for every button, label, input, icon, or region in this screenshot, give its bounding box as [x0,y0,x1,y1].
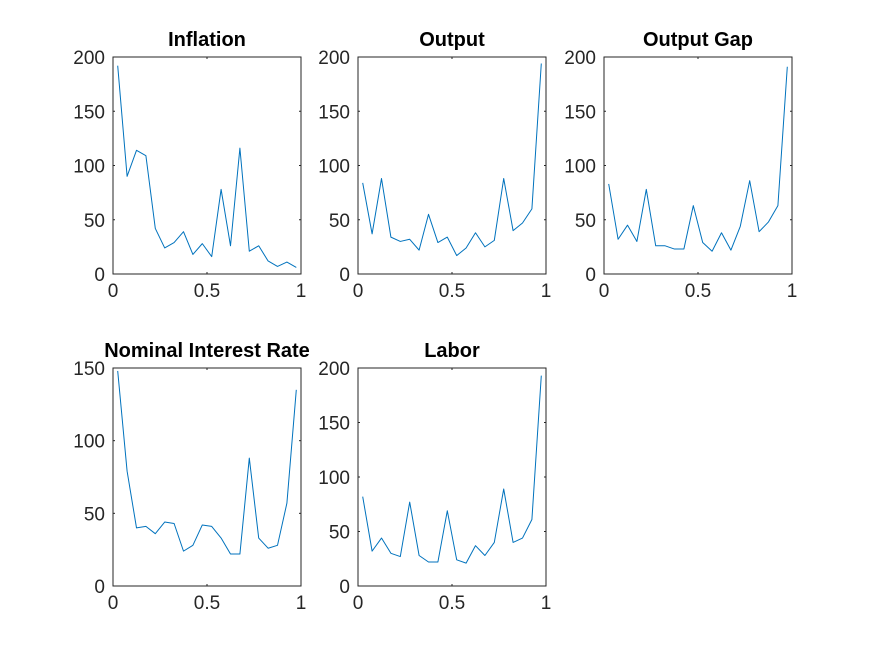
x-tick-label: 0 [108,281,119,302]
x-tick-label: 0.5 [194,281,220,302]
x-tick-label: 0 [353,593,364,614]
x-tick-label: 1 [296,593,307,614]
y-tick-label: 0 [339,577,350,598]
x-tick-label: 0 [108,593,119,614]
x-tick-label: 1 [787,281,798,302]
y-tick-label: 100 [73,432,105,453]
y-tick-label: 0 [339,265,350,286]
series-line [117,370,297,555]
y-tick-label: 50 [575,211,596,232]
y-tick-label: 200 [73,48,105,69]
x-tick-label: 1 [541,593,552,614]
y-tick-label: 150 [73,359,105,380]
y-tick-label: 200 [318,359,350,380]
x-tick-label: 0 [599,281,610,302]
series-line [362,375,542,564]
y-tick-label: 50 [84,211,105,232]
x-tick-label: 0.5 [439,593,465,614]
y-tick-label: 150 [318,414,350,435]
y-tick-label: 150 [318,102,350,123]
series-line [608,66,788,252]
subplot-title: Labor [424,340,480,362]
subplot-5: 0 0.5 1 0 50 100 150 200 Labor [318,340,551,614]
y-tick-label: 100 [564,157,596,178]
y-tick-label: 150 [73,102,105,123]
y-tick-label: 0 [585,265,596,286]
subplot-title: Inflation [168,29,246,51]
y-tick-label: 0 [94,577,105,598]
subplot-1: 0 0.5 1 0 50 100 150 200 Inflation [73,29,306,302]
x-tick-label: 0 [353,281,364,302]
x-tick-label: 0.5 [439,281,465,302]
y-tick-label: 50 [84,504,105,525]
series-line [362,63,542,257]
y-tick-label: 150 [564,102,596,123]
x-tick-label: 0.5 [685,281,711,302]
y-tick-label: 50 [329,523,350,544]
x-tick-label: 0.5 [194,593,220,614]
subplot-title: Output [419,29,485,51]
x-tick-label: 1 [296,281,307,302]
y-tick-label: 200 [318,48,350,69]
subplot-2: 0 0.5 1 0 50 100 150 200 Output [318,29,551,302]
y-tick-label: 100 [73,157,105,178]
y-tick-label: 50 [329,211,350,232]
x-tick-label: 1 [541,281,552,302]
subplot-title: Nominal Interest Rate [104,340,310,362]
y-tick-label: 100 [318,468,350,489]
subplot-3: 0 0.5 1 0 50 100 150 200 Output Gap [564,29,797,302]
subplot-title: Output Gap [643,29,753,51]
series-line [117,65,297,268]
y-tick-label: 100 [318,157,350,178]
y-tick-label: 200 [564,48,596,69]
y-tick-label: 0 [94,265,105,286]
